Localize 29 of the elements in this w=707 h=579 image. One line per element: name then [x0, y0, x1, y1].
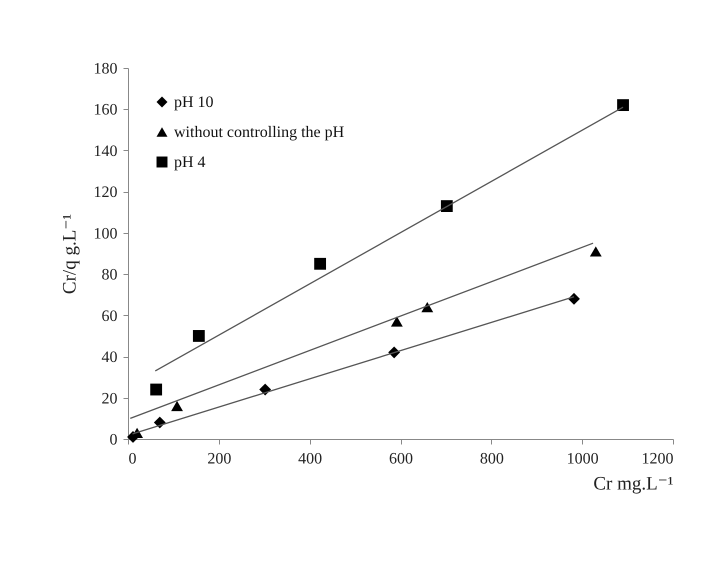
y-tick-label: 160 [94, 102, 118, 119]
y-axis-title: Cr/q g.L⁻¹ [60, 214, 80, 294]
x-tick-label: 800 [480, 450, 504, 468]
x-tick-label: 0 [128, 450, 136, 468]
x-tick-label: 400 [298, 450, 322, 468]
y-tick-label: 0 [110, 432, 118, 448]
point [617, 99, 629, 112]
point [590, 246, 602, 257]
legend-label: without controlling the pH [174, 124, 345, 141]
y-tick-label: 40 [102, 349, 118, 366]
y-tick-label: 140 [94, 142, 118, 160]
y-tick-label: 80 [102, 266, 118, 284]
y-tick-label: 20 [102, 390, 118, 408]
y-tick-label: 120 [94, 184, 118, 202]
y-tick-label: 100 [94, 225, 118, 242]
x-axis-title: Cr mg.L⁻¹ [593, 474, 674, 494]
y-tick-label: 60 [102, 308, 118, 325]
legend-label: pH 4 [174, 154, 206, 171]
point [390, 316, 403, 327]
point [150, 384, 162, 396]
x-tick-label: 1000 [566, 450, 599, 468]
point [171, 400, 183, 412]
y-tick-label: 180 [94, 60, 118, 78]
x-tick-label: 1200 [642, 450, 674, 468]
x-tick-label: 600 [389, 450, 413, 468]
legend-label: pH 10 [174, 94, 214, 111]
x-tick-label: 200 [207, 450, 232, 468]
point [192, 330, 205, 342]
point [314, 258, 326, 270]
